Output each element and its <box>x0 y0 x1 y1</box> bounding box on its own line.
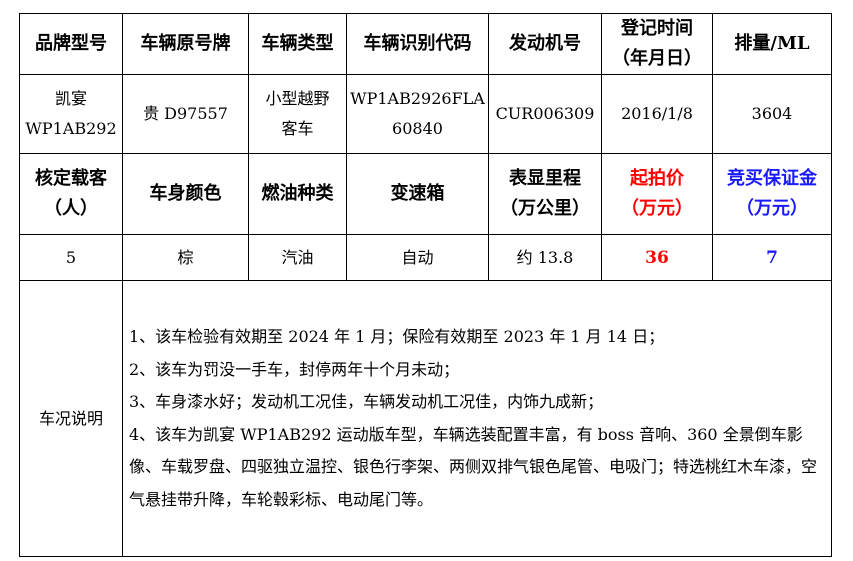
header-brand-model: 品牌型号 <box>19 13 123 75</box>
header-deposit: 竞买保证金 （万元） <box>712 153 832 235</box>
note-item-4: 4、该车为凯宴 WP1AB292 运动版车型，车辆选装配置丰富，有 boss 音… <box>129 424 818 509</box>
value-engine-number: CUR006309 <box>488 74 602 154</box>
value-deposit: 7 <box>712 234 832 281</box>
header-mileage: 表显里程 （万公里） <box>488 153 602 235</box>
note-item-1: 1、该车检验有效期至 2024 年 1 月；保险有效期至 2023 年 1 月 … <box>129 327 665 346</box>
notes-label: 车况说明 <box>19 280 123 557</box>
value-vin: WP1AB2926FLA 60840 <box>346 74 489 154</box>
note-item-3: 3、车身漆水好；发动机工况佳，车辆发动机工况佳，内饰九成新； <box>129 392 604 411</box>
header-row-1: 品牌型号 车辆原号牌 车辆类型 车辆识别代码 发动机号 登记时间 （年月日） 排… <box>19 13 832 75</box>
notes-content: 1、该车检验有效期至 2024 年 1 月；保险有效期至 2023 年 1 月 … <box>122 280 832 557</box>
header-seats: 核定载客 （人） <box>19 153 123 235</box>
values-row-2: 5 棕 汽油 自动 约 13.8 36 7 <box>19 234 832 281</box>
value-fuel-type: 汽油 <box>248 234 347 281</box>
vehicle-info-table: 品牌型号 车辆原号牌 车辆类型 车辆识别代码 发动机号 登记时间 （年月日） 排… <box>19 13 832 557</box>
values-row-1: 凯宴 WP1AB292 贵 D97557 小型越野 客车 WP1AB2926FL… <box>19 74 832 154</box>
header-fuel-type: 燃油种类 <box>248 153 347 235</box>
value-gearbox: 自动 <box>346 234 489 281</box>
value-seats: 5 <box>19 234 123 281</box>
value-vehicle-type: 小型越野 客车 <box>248 74 347 154</box>
value-body-color: 棕 <box>122 234 249 281</box>
header-original-plate: 车辆原号牌 <box>122 13 249 75</box>
header-registration-date: 登记时间 （年月日） <box>601 13 713 75</box>
header-engine-number: 发动机号 <box>488 13 602 75</box>
value-start-price: 36 <box>601 234 713 281</box>
header-displacement: 排量/ML <box>712 13 832 75</box>
note-item-2: 2、该车为罚没一手车，封停两年十个月未动； <box>129 359 460 379</box>
header-row-2: 核定载客 （人） 车身颜色 燃油种类 变速箱 表显里程 （万公里） 起拍价 （万… <box>19 153 832 235</box>
value-brand-model: 凯宴 WP1AB292 <box>19 74 123 154</box>
value-registration-date: 2016/1/8 <box>601 74 713 154</box>
header-vin: 车辆识别代码 <box>346 13 489 75</box>
value-displacement: 3604 <box>712 74 832 154</box>
header-gearbox: 变速箱 <box>346 153 489 235</box>
notes-row: 车况说明 1、该车检验有效期至 2024 年 1 月；保险有效期至 2023 年… <box>19 280 832 557</box>
header-vehicle-type: 车辆类型 <box>248 13 347 75</box>
header-start-price: 起拍价 （万元） <box>601 153 713 235</box>
header-body-color: 车身颜色 <box>122 153 249 235</box>
value-mileage: 约 13.8 <box>488 234 602 281</box>
value-original-plate: 贵 D97557 <box>122 74 249 154</box>
